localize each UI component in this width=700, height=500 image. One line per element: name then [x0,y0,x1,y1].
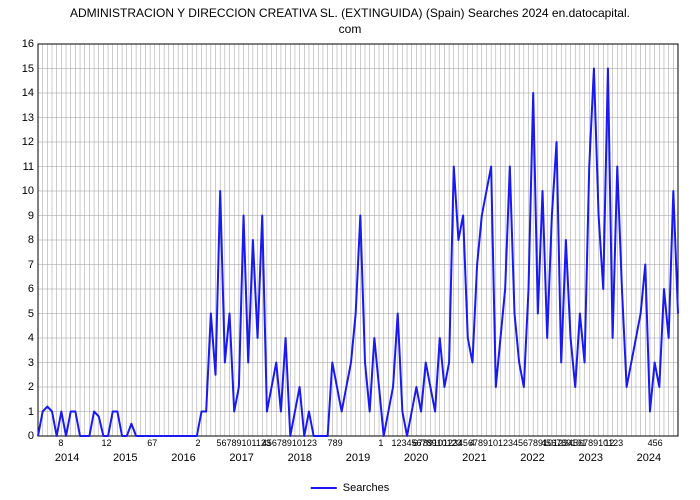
legend-label: Searches [343,482,389,494]
xtick-year-label: 2015 [113,452,137,464]
legend: Searches [311,482,389,494]
xtick-year-label: 2017 [229,452,253,464]
xtick-month-label: 67 [147,438,157,448]
xtick-month-label: 789 [328,438,343,448]
xtick-month-label: 456 [648,438,663,448]
ytick-label: 0 [6,430,34,442]
ytick-label: 15 [6,63,34,75]
xtick-year-label: 2018 [288,452,312,464]
xtick-month-label: 2 [195,438,200,448]
xtick-month-label: 12 [102,438,112,448]
ytick-label: 5 [6,308,34,320]
xtick-year-label: 2021 [462,452,486,464]
xtick-year-label: 2019 [346,452,370,464]
ytick-label: 9 [6,210,34,222]
plot-area [38,44,678,436]
plot-svg [38,44,678,436]
ytick-label: 13 [6,112,34,124]
xtick-month-label: 12 [604,438,614,448]
ytick-label: 4 [6,332,34,344]
ytick-label: 16 [6,38,34,50]
ytick-label: 2 [6,381,34,393]
xtick-year-label: 2014 [55,452,79,464]
ytick-label: 7 [6,259,34,271]
ytick-label: 14 [6,87,34,99]
xtick-year-label: 2023 [578,452,602,464]
xtick-month-label: 1 [378,438,383,448]
xtick-month-label: 45678910123 [262,438,317,448]
title-line2: com [339,22,362,36]
title-line1: ADMINISTRACION Y DIRECCION CREATIVA SL. … [70,6,630,20]
legend-swatch [311,487,337,489]
ytick-label: 8 [6,234,34,246]
ytick-label: 12 [6,136,34,148]
chart-title: ADMINISTRACION Y DIRECCION CREATIVA SL. … [0,0,700,37]
ytick-label: 11 [6,161,34,173]
ytick-label: 3 [6,357,34,369]
xtick-month-label: 456789101 [541,438,586,448]
xtick-month-label: 6789101234567891012345678910123456789101… [413,438,623,448]
xtick-year-label: 2020 [404,452,428,464]
xtick-year-label: 2022 [520,452,544,464]
xtick-month-label: 8 [58,438,63,448]
xtick-year-label: 2024 [637,452,661,464]
ytick-label: 6 [6,283,34,295]
xtick-year-label: 2016 [171,452,195,464]
ytick-label: 10 [6,185,34,197]
ytick-label: 1 [6,406,34,418]
chart-container: ADMINISTRACION Y DIRECCION CREATIVA SL. … [0,0,700,500]
